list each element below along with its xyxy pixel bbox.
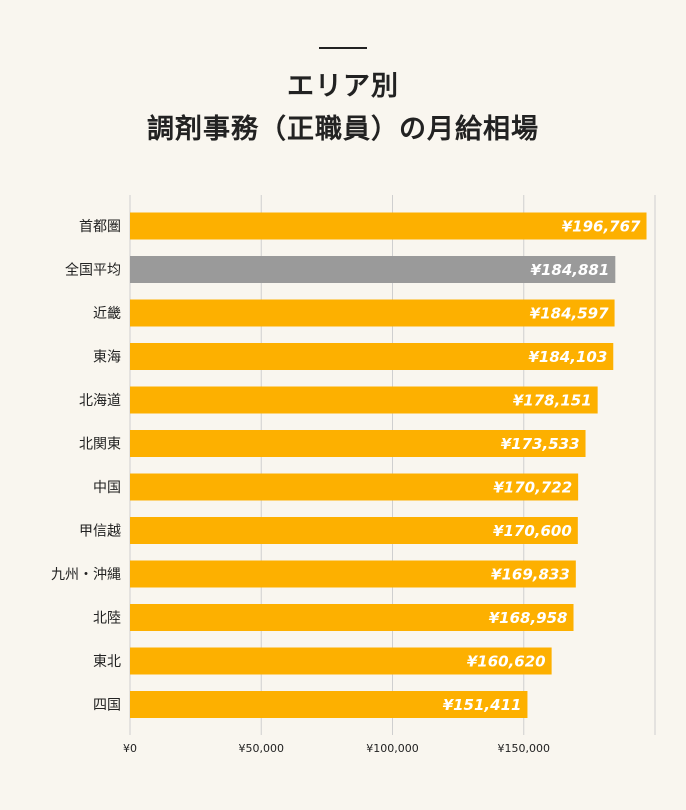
bar [130, 647, 552, 675]
category-label: 甲信越 [79, 524, 121, 540]
bar [130, 256, 616, 283]
value-label: ¥170,600 [493, 522, 572, 540]
value-label: ¥170,722 [493, 479, 572, 497]
bar [130, 691, 528, 718]
value-label: ¥169,833 [491, 566, 570, 584]
title-rule [319, 47, 367, 49]
bar [130, 473, 579, 501]
category-label: 北関東 [79, 437, 121, 453]
bar [130, 517, 578, 544]
bar [130, 386, 598, 414]
bar [130, 604, 574, 631]
category-label: 近畿 [93, 306, 121, 322]
value-label: ¥184,597 [530, 305, 609, 323]
category-label: 九州・沖縄 [51, 567, 121, 583]
category-label: 四国 [93, 698, 121, 714]
value-label: ¥178,151 [513, 392, 592, 410]
bar [130, 430, 586, 457]
chart-title-line2: 調剤事務（正職員）の月給相場 [147, 114, 539, 145]
value-label: ¥160,620 [467, 653, 546, 671]
value-label: ¥184,103 [529, 348, 608, 366]
category-label: 首都圏 [79, 219, 121, 235]
x-tick-label: ¥100,000 [366, 742, 419, 755]
value-label: ¥151,411 [443, 696, 522, 714]
chart-title-line1: エリア別 [287, 71, 399, 102]
bar [130, 560, 576, 588]
category-label: 中国 [93, 480, 121, 496]
bar [130, 343, 614, 370]
value-label: ¥173,533 [501, 435, 580, 453]
x-tick-label: ¥150,000 [498, 742, 551, 755]
category-label: 東海 [93, 350, 121, 366]
bar [130, 299, 615, 327]
category-label: 全国平均 [65, 262, 121, 279]
category-label: 北海道 [79, 393, 121, 409]
x-tick-label: ¥0 [123, 742, 137, 755]
bar [130, 212, 647, 240]
value-label: ¥184,881 [531, 261, 610, 279]
value-label: ¥196,767 [562, 218, 641, 236]
category-label: 東北 [93, 654, 121, 670]
value-label: ¥168,958 [489, 609, 568, 627]
category-label: 北陸 [93, 611, 121, 627]
x-tick-label: ¥50,000 [239, 742, 285, 755]
